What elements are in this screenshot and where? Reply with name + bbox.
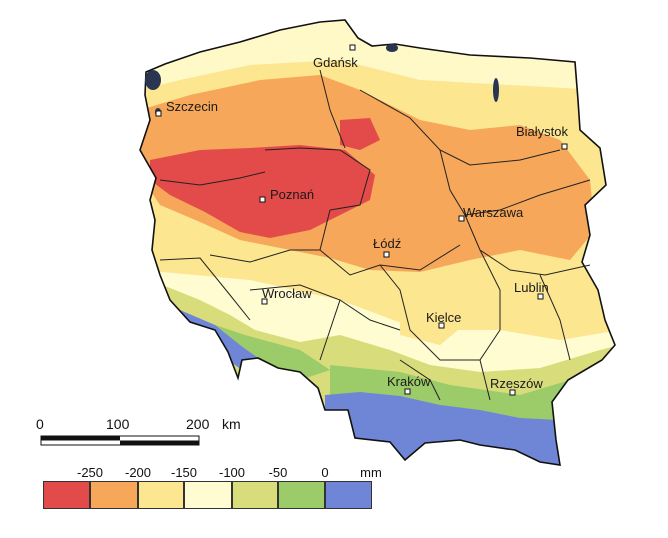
city-label-gdansk: Gdańsk bbox=[313, 55, 358, 70]
city-label-bialystok: Białystok bbox=[516, 124, 569, 139]
city-label-lublin: Lublin bbox=[514, 280, 549, 295]
city-label-rzeszow: Rzeszów bbox=[490, 376, 543, 391]
legend-swatch-2 bbox=[90, 481, 138, 509]
scale-unit: km bbox=[222, 416, 241, 432]
legend-swatch-1 bbox=[43, 481, 90, 509]
legend-unit: mm bbox=[360, 465, 382, 480]
city-label-szczecin: Szczecin bbox=[166, 99, 219, 114]
legend-swatch-5 bbox=[232, 481, 278, 509]
legend-swatch-4 bbox=[184, 481, 232, 509]
legend-break-150: -150 bbox=[170, 465, 198, 480]
city-label-warszawa: Warszawa bbox=[463, 205, 524, 220]
scale-tick-200: 200 bbox=[186, 416, 210, 432]
legend-break-250: -250 bbox=[76, 465, 104, 480]
city-label-krakow: Kraków bbox=[387, 374, 431, 389]
scale-tick-0: 0 bbox=[36, 416, 44, 432]
city-label-wroclaw: Wrocław bbox=[262, 286, 312, 301]
legend-swatch-3 bbox=[138, 481, 184, 509]
city-label-poznan: Poznań bbox=[270, 187, 315, 202]
legend-break-0: 0 bbox=[321, 465, 329, 480]
city-label-kielce: Kielce bbox=[426, 310, 462, 325]
scale-tick-100: 100 bbox=[106, 416, 130, 432]
city-label-lodz: Łódź bbox=[373, 236, 402, 251]
scale-bar bbox=[40, 435, 200, 446]
region-boundaries bbox=[159, 69, 591, 401]
legend-swatch-6 bbox=[278, 481, 325, 509]
legend-break-100: -100 bbox=[218, 465, 246, 480]
legend-swatch-7 bbox=[325, 481, 372, 509]
city-markers bbox=[155, 44, 568, 396]
legend-break-50: -50 bbox=[268, 465, 288, 480]
country-border bbox=[139, 19, 616, 466]
legend-break-200: -200 bbox=[124, 465, 152, 480]
